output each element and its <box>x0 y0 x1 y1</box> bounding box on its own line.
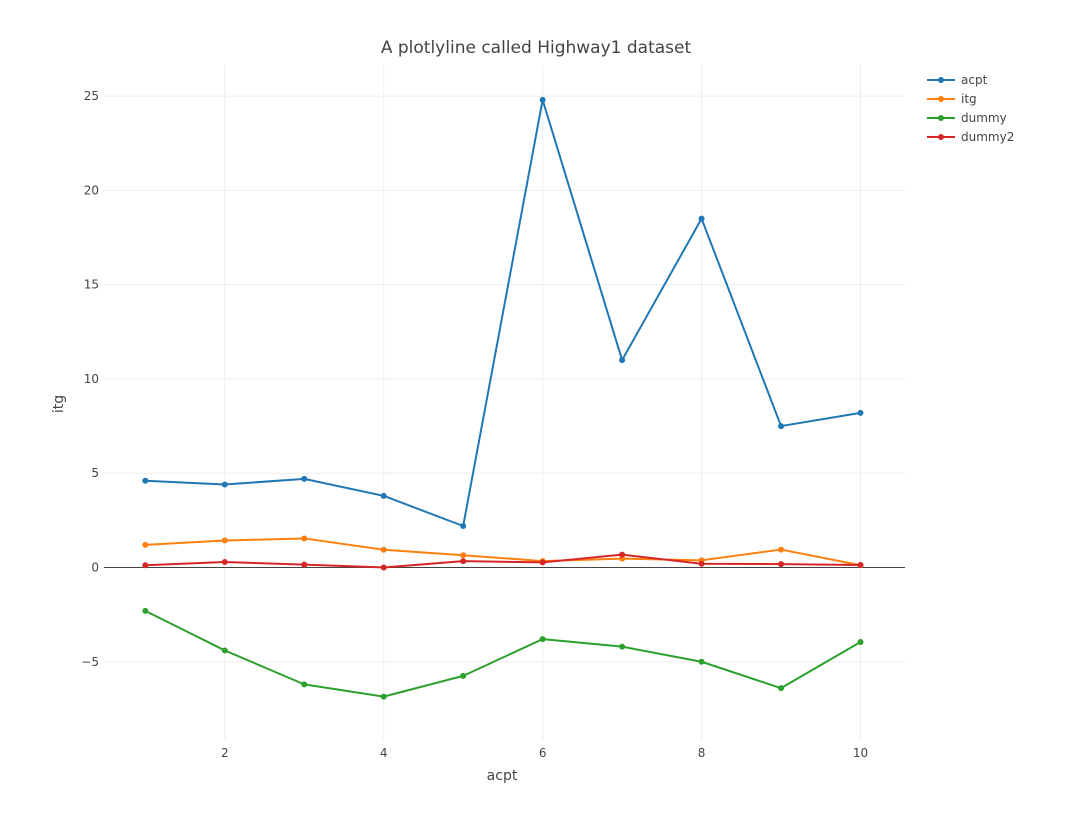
data-point <box>619 357 626 364</box>
data-point <box>619 551 626 558</box>
data-point <box>778 423 785 430</box>
legend-item-dummy[interactable]: dummy <box>927 111 1007 125</box>
legend-item-itg[interactable]: itg <box>927 92 977 106</box>
data-point <box>857 638 864 645</box>
y-tick-label: 0 <box>91 560 99 574</box>
data-point <box>778 561 785 568</box>
series-line <box>145 537 861 567</box>
y-tick-label: 10 <box>84 372 99 386</box>
legend-label: itg <box>961 92 977 106</box>
data-point <box>142 607 149 614</box>
x-tick-label: 2 <box>221 746 229 760</box>
series-line <box>144 609 862 698</box>
legend-item-dummy2[interactable]: dummy2 <box>927 130 1014 144</box>
series-dummy <box>142 607 864 700</box>
y-axis-ticks: −5 0 5 10 15 20 25 <box>81 89 99 669</box>
data-point <box>142 562 149 569</box>
x-tick-label: 4 <box>380 746 388 760</box>
data-point <box>539 96 546 103</box>
data-point <box>142 541 149 548</box>
data-point <box>460 522 467 529</box>
legend-item-acpt[interactable]: acpt <box>927 73 988 87</box>
data-point <box>221 647 228 654</box>
legend-label: dummy2 <box>961 130 1014 144</box>
data-point <box>619 643 626 650</box>
grid <box>104 65 905 740</box>
series-line <box>145 553 861 569</box>
legend-label: acpt <box>961 73 988 87</box>
data-point <box>301 475 308 482</box>
series-dummy2 <box>142 551 864 571</box>
data-point <box>460 552 467 559</box>
legend-marker <box>938 115 944 121</box>
data-point <box>221 559 228 566</box>
data-point <box>301 561 308 568</box>
data-point <box>380 492 387 499</box>
data-point <box>698 560 705 567</box>
y-tick-label: 20 <box>84 183 99 197</box>
x-tick-label: 8 <box>698 746 706 760</box>
x-axis-label: acpt <box>487 768 518 784</box>
data-point <box>857 409 864 416</box>
legend: acpt itg dummy dummy2 <box>927 73 1014 144</box>
data-point <box>778 685 785 692</box>
series-line <box>145 98 861 527</box>
data-point <box>857 562 864 569</box>
data-point <box>380 546 387 553</box>
data-point <box>301 681 308 688</box>
chart-title: A plotlyline called Highway1 dataset <box>381 38 692 58</box>
series-acpt <box>142 96 864 529</box>
x-axis-ticks: 2 4 6 8 10 <box>221 746 868 760</box>
data-point <box>221 481 228 488</box>
data-point <box>221 537 228 544</box>
x-tick-label: 10 <box>853 746 868 760</box>
y-tick-label: 5 <box>91 466 99 480</box>
data-point <box>460 558 467 565</box>
y-tick-label: −5 <box>81 655 99 669</box>
legend-marker <box>938 134 944 140</box>
data-point <box>380 564 387 571</box>
data-point <box>142 477 149 484</box>
data-point <box>301 535 308 542</box>
y-axis-label: itg <box>51 395 67 413</box>
y-tick-label: 15 <box>84 278 99 292</box>
data-point <box>539 559 546 566</box>
series-area <box>142 96 864 700</box>
legend-marker <box>938 96 944 102</box>
y-tick-label: 25 <box>84 89 99 103</box>
data-point <box>698 658 705 665</box>
data-point <box>380 693 387 700</box>
x-tick-label: 6 <box>539 746 547 760</box>
legend-marker <box>938 77 944 83</box>
data-point <box>698 215 705 222</box>
data-point <box>460 672 467 679</box>
data-point <box>539 636 546 643</box>
data-point <box>778 546 785 553</box>
legend-label: dummy <box>961 111 1007 125</box>
